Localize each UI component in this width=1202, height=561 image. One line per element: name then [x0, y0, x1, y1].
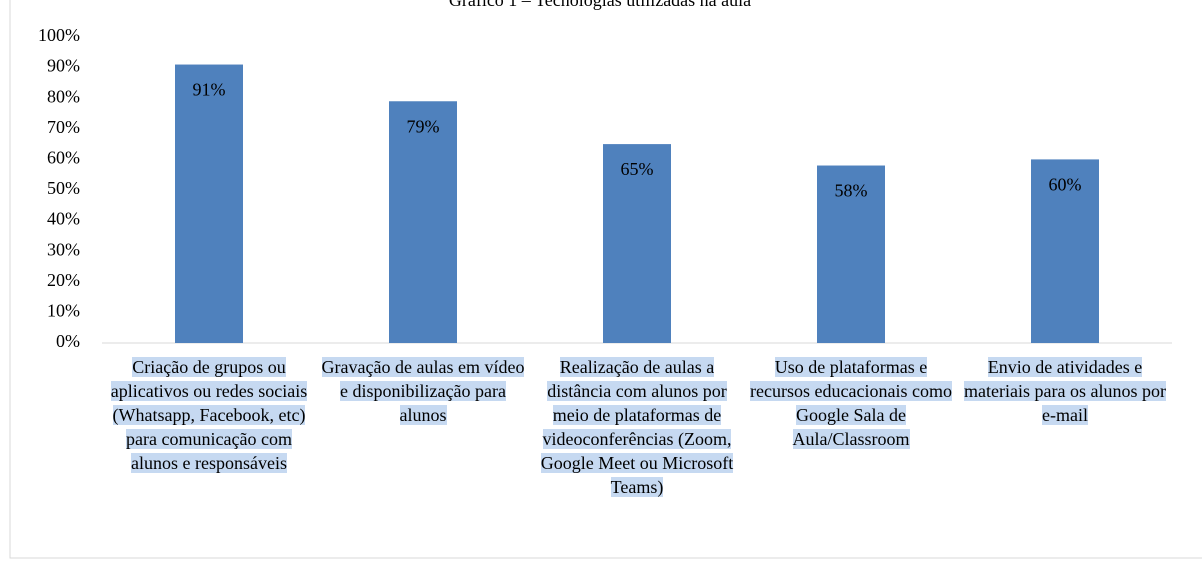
data-label: 91%: [193, 80, 226, 100]
category-text: Realização de aulas a distância com alun…: [540, 357, 734, 497]
category-text: Criação de grupos ou aplicativos ou rede…: [110, 357, 308, 473]
bar: [389, 101, 457, 343]
bar: [603, 144, 671, 343]
y-tick-label: 80%: [47, 86, 80, 106]
chart-title: Gráfico 1 – Tecnologias utilizadas na au…: [449, 0, 751, 10]
bar: [1031, 159, 1099, 343]
y-tick-label: 40%: [47, 209, 80, 229]
y-tick-label: 20%: [47, 270, 80, 290]
category-text: Uso de plataformas e recursos educaciona…: [750, 357, 952, 449]
x-tick-label: Envio de atividades e materiais para os …: [959, 355, 1171, 427]
y-tick-label: 100%: [38, 25, 80, 45]
y-tick-label: 30%: [47, 239, 80, 259]
category-text: Gravação de aulas em vídeo e disponibili…: [321, 357, 525, 425]
y-tick-label: 10%: [47, 301, 80, 321]
y-tick-label: 50%: [47, 178, 80, 198]
y-tick-label: 90%: [47, 56, 80, 76]
data-label: 65%: [621, 159, 654, 179]
data-label: 58%: [835, 181, 868, 201]
x-tick-label: Gravação de aulas em vídeo e disponibili…: [317, 355, 529, 427]
x-tick-label: Realização de aulas a distância com alun…: [531, 355, 743, 499]
x-tick-label: Criação de grupos ou aplicativos ou rede…: [103, 355, 315, 475]
y-tick-label: 70%: [47, 117, 80, 137]
data-label: 60%: [1049, 175, 1082, 195]
chart-frame: [9, 0, 1202, 559]
data-label: 79%: [407, 116, 440, 136]
bar: [175, 64, 243, 343]
bar: [817, 165, 885, 343]
category-text: Envio de atividades e materiais para os …: [964, 357, 1166, 425]
y-tick-label: 60%: [47, 148, 80, 168]
x-tick-label: Uso de plataformas e recursos educaciona…: [745, 355, 957, 451]
y-tick-label: 0%: [56, 331, 80, 351]
